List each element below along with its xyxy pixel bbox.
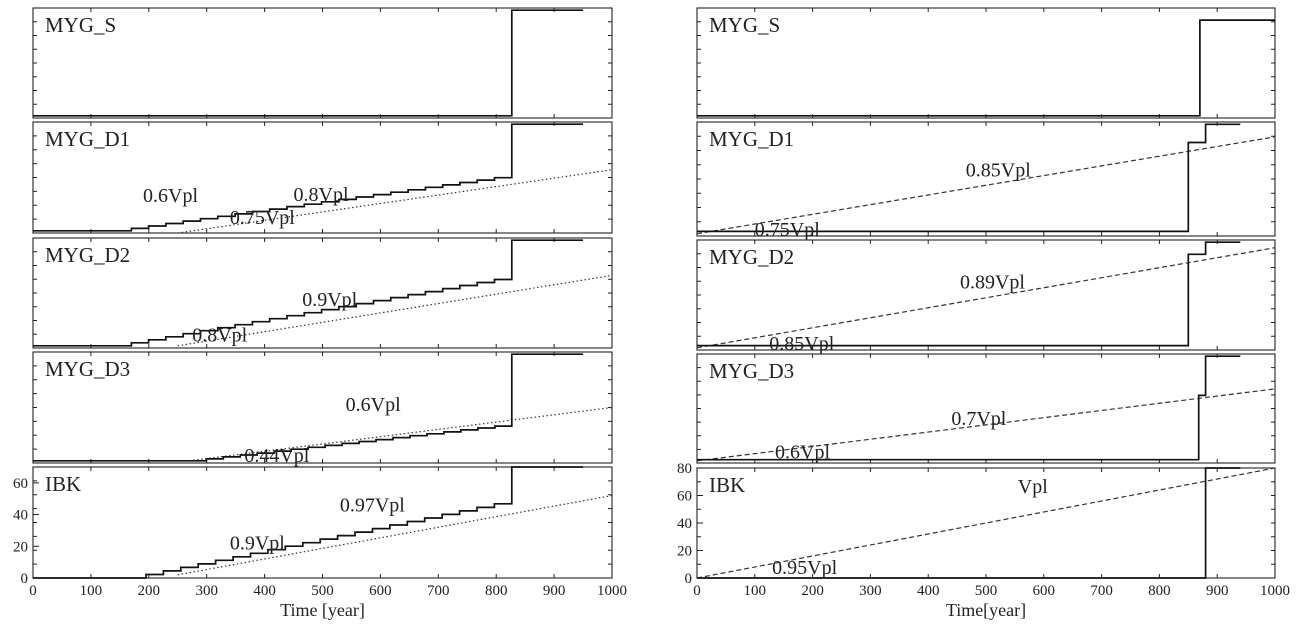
y-tick-label: 60 <box>677 489 692 505</box>
panel-label: MYG_S <box>45 13 116 37</box>
y-tick-label: 40 <box>13 508 28 524</box>
x-tick-label: 300 <box>195 583 218 599</box>
x-tick-label: 500 <box>975 583 998 599</box>
slip-history-line <box>33 123 583 232</box>
chart-1: MYG_SMYG_D10.6Vpl0.75Vpl0.8VplMYG_D20.9V… <box>13 7 627 620</box>
rate-annotation: 0.8Vpl <box>192 324 247 346</box>
x-tick-label: 600 <box>369 583 392 599</box>
x-tick-label: 400 <box>917 583 940 599</box>
rate-annotation: 0.89Vpl <box>960 271 1025 293</box>
rate-annotation: Vpl <box>1018 476 1048 498</box>
x-tick-label: 800 <box>485 583 508 599</box>
y-tick-label: 40 <box>677 516 692 532</box>
x-tick-label: 500 <box>311 583 334 599</box>
x-tick-label: 400 <box>253 583 276 599</box>
panel-myg-s: MYG_S <box>696 7 1276 119</box>
slip-history-line <box>33 239 583 347</box>
y-tick-label: 0 <box>21 571 29 587</box>
x-tick-label: 200 <box>801 583 824 599</box>
panel-myg-d2: MYG_D2 0.89Vpl 0.85Vpl <box>696 239 1276 355</box>
rate-annotation: 0.44Vpl <box>244 445 309 467</box>
panel-label: MYG_D1 <box>709 127 794 151</box>
rate-annotation: 0.85Vpl <box>966 160 1031 182</box>
rate-annotation: 0.7Vpl <box>951 408 1006 430</box>
x-tick-label: 600 <box>1033 583 1056 599</box>
rate-annotation: 0.75Vpl <box>755 219 820 241</box>
x-tick-label: 900 <box>1206 583 1229 599</box>
rate-annotation: 0.95Vpl <box>772 557 837 579</box>
rate-annotation: 0.6Vpl <box>346 394 401 416</box>
panel-frame <box>696 7 1276 119</box>
rate-annotation: 0.97Vpl <box>340 494 405 516</box>
y-tick-label: 80 <box>677 461 692 477</box>
rate-annotation: 0.75Vpl <box>230 207 295 229</box>
plate-rate-trend-line <box>177 494 613 576</box>
plate-rate-trend-line <box>696 388 1276 462</box>
x-tick-label: 800 <box>1148 583 1171 599</box>
panel-myg-s: MYG_S <box>32 7 613 119</box>
slip-history-line <box>33 466 583 579</box>
chart-2: MYG_S MYG_D1 0.85Vpl 0.75Vpl MYG_D2 0.89Vpl 0.… <box>677 7 1290 620</box>
plate-rate-trend-line <box>696 467 1276 579</box>
x-tick-label: 1000 <box>1260 583 1290 599</box>
rate-annotation: 0.6Vpl <box>143 185 198 207</box>
x-tick-label: 0 <box>29 583 37 599</box>
x-axis-title: Time[year] <box>946 600 1026 620</box>
rate-annotation: 0.9Vpl <box>302 289 357 311</box>
slip-history-line <box>33 353 583 462</box>
panel-myg-d2: MYG_D2 0.9Vpl 0.8Vpl <box>32 237 613 349</box>
x-tick-label: 700 <box>427 583 450 599</box>
panel-frame <box>32 466 613 579</box>
panel-label: MYG_D3 <box>709 359 794 383</box>
panel-label: IBK <box>45 472 81 496</box>
x-tick-label: 700 <box>1090 583 1113 599</box>
panel-myg-d3: MYG_D3 0.7Vpl 0.6Vpl <box>696 353 1276 464</box>
x-tick-label: 100 <box>80 583 103 599</box>
x-tick-label: 0 <box>693 583 701 599</box>
y-tick-label: 60 <box>13 476 28 492</box>
slip-history-line <box>697 123 1241 233</box>
rate-annotation: 0.6Vpl <box>775 442 830 464</box>
x-axis-title: Time [year] <box>280 600 365 620</box>
y-tick-label: 20 <box>677 544 692 560</box>
rate-annotation: 0.9Vpl <box>230 532 285 554</box>
plate-rate-trend-line <box>189 406 613 462</box>
slip-history-line <box>697 467 1241 579</box>
plate-rate-trend-line <box>696 136 1276 235</box>
y-tick-label: 20 <box>13 539 28 555</box>
x-tick-label: 300 <box>859 583 882 599</box>
panel-label: MYG_D3 <box>45 357 130 381</box>
x-tick-label: 100 <box>744 583 767 599</box>
panel-label: MYG_D2 <box>709 245 794 269</box>
x-tick-label: 900 <box>543 583 566 599</box>
rate-annotation: 0.85Vpl <box>769 333 834 355</box>
slip-history-line <box>697 355 1241 461</box>
panel-label: MYG_D2 <box>45 243 130 267</box>
panel-label: MYG_D1 <box>45 127 130 151</box>
slip-history-line <box>697 241 1241 347</box>
panel-myg-d3: MYG_D3 0.6Vpl 0.44Vpl <box>32 351 613 467</box>
panel-myg-d1: MYG_D1 0.85Vpl 0.75Vpl <box>696 121 1276 241</box>
plate-rate-trend-line <box>696 247 1276 349</box>
x-tick-label: 200 <box>138 583 161 599</box>
slip-history-line <box>33 9 583 117</box>
plate-rate-trend-line <box>177 274 613 347</box>
plate-rate-trend-line <box>177 169 613 234</box>
x-tick-label: 1000 <box>597 583 627 599</box>
panel-label: MYG_S <box>709 13 780 37</box>
rate-annotation: 0.8Vpl <box>294 184 349 206</box>
panel-frame <box>32 7 613 119</box>
panel-label: IBK <box>709 473 745 497</box>
slip-history-line <box>697 19 1275 117</box>
y-tick-label: 0 <box>685 571 693 587</box>
